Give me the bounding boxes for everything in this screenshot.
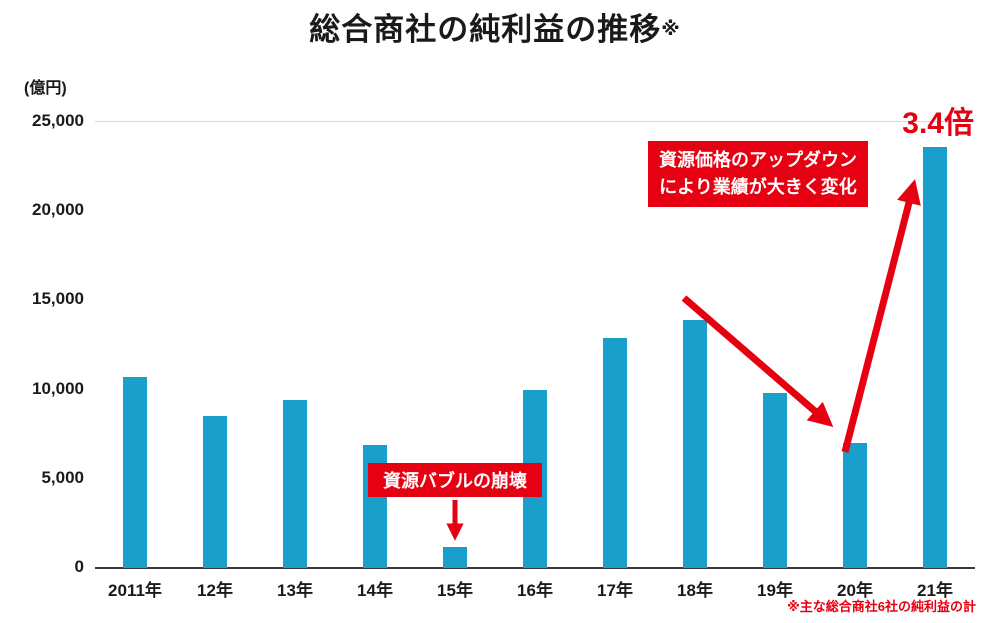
- bar-2011年: [123, 377, 147, 568]
- bar-19年: [763, 393, 787, 568]
- chart-title-text: 総合商社の純利益の推移: [309, 12, 662, 47]
- y-tick-label-20000: 20,000: [32, 200, 84, 220]
- x-tick-label-13年: 13年: [277, 581, 313, 600]
- bar-18年: [683, 320, 707, 568]
- bar-17年: [603, 337, 627, 568]
- updown-label-line1: 資源価格のアップダウン: [659, 150, 857, 170]
- x-tick-label-18年: 18年: [677, 581, 713, 600]
- x-tick-label-2011年: 2011年: [108, 581, 162, 600]
- y-tick-label-10000: 10,000: [32, 378, 84, 398]
- bar-13年: [283, 400, 307, 568]
- chart-title: 総合商社の純利益の推移※: [0, 4, 990, 49]
- resource-bubble-collapse-label: 資源バブルの崩壊: [368, 463, 542, 497]
- y-axis-unit-label: (億円): [24, 80, 67, 97]
- y-tick-label-5000: 5,000: [41, 467, 84, 487]
- y-tick-label-25000: 25,000: [32, 111, 84, 130]
- y-tick-label-0: 0: [74, 557, 84, 576]
- x-tick-label-20年: 20年: [837, 581, 873, 600]
- bar-21年: [923, 146, 947, 568]
- bar-20年: [843, 443, 867, 568]
- gridline-25000: [95, 121, 975, 122]
- upturn-arrow: [841, 179, 921, 453]
- footnote: ※主な総合商社6社の純利益の計: [787, 599, 976, 614]
- updown-label-line2: により業績が大きく変化: [659, 177, 857, 197]
- resource-price-updown-label: 資源価格のアップダウン により業績が大きく変化: [648, 141, 868, 207]
- x-tick-label-15年: 15年: [437, 581, 473, 600]
- bar-12年: [203, 416, 227, 568]
- multiplier-label: 3.4倍: [902, 107, 974, 140]
- x-tick-label-12年: 12年: [197, 581, 233, 600]
- y-tick-label-15000: 15,000: [32, 289, 84, 309]
- chart-title-note-mark: ※: [661, 19, 681, 40]
- x-tick-label-16年: 16年: [517, 581, 553, 600]
- x-tick-label-17年: 17年: [597, 581, 633, 600]
- x-tick-label-14年: 14年: [357, 581, 393, 600]
- x-tick-label-21年: 21年: [917, 581, 953, 600]
- bar-15年: [443, 546, 467, 568]
- x-axis-baseline: [95, 567, 975, 569]
- x-tick-label-19年: 19年: [757, 581, 793, 600]
